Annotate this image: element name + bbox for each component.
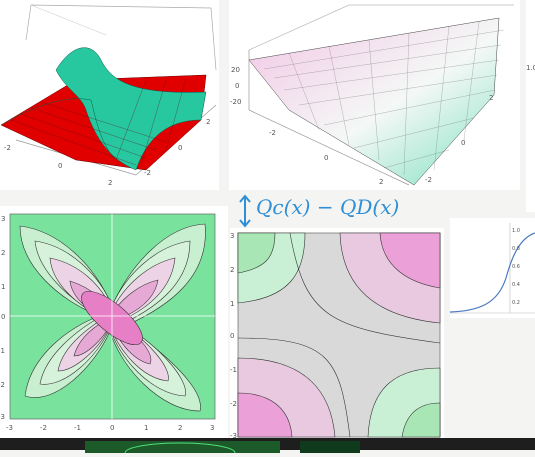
svg-text:-2: -2 xyxy=(144,169,151,177)
double-arrow-vertical-icon xyxy=(239,194,251,228)
contour-plot-right: 3 2 1 0 -1 -2 -3 xyxy=(230,228,444,440)
side-panel-curve: 1.0 0.8 0.6 0.4 0.2 xyxy=(450,218,535,318)
svg-text:2: 2 xyxy=(178,424,182,432)
svg-text:0: 0 xyxy=(178,144,182,152)
svg-text:-2: -2 xyxy=(4,144,11,152)
svg-text:-2: -2 xyxy=(230,400,237,408)
surface-b-x-ticks: -2 0 2 xyxy=(269,129,383,186)
handwritten-annotation: Qc(x) − QD(x) xyxy=(238,193,400,229)
surface-plot-left: -2 0 2 -2 0 2 xyxy=(0,0,219,190)
svg-text:0: 0 xyxy=(1,313,5,321)
contour-a-x-ticks: -3 -2 -1 0 1 2 3 xyxy=(6,424,214,432)
svg-text:2: 2 xyxy=(379,178,383,186)
svg-text:2: 2 xyxy=(230,266,234,274)
svg-text:1: 1 xyxy=(144,424,148,432)
svg-text:-3: -3 xyxy=(230,432,237,440)
svg-text:0: 0 xyxy=(110,424,114,432)
surface-a-x-ticks: -2 0 2 xyxy=(4,144,112,187)
svg-text:0.8: 0.8 xyxy=(512,246,520,252)
svg-text:3: 3 xyxy=(230,232,234,240)
surface-b-z-ticks: 20 0 -20 xyxy=(230,66,241,106)
svg-text:-3: -3 xyxy=(6,424,13,432)
svg-text:3: 3 xyxy=(1,215,5,223)
svg-text:2: 2 xyxy=(108,179,112,187)
svg-text:2: 2 xyxy=(1,249,5,257)
svg-text:-1: -1 xyxy=(74,424,81,432)
svg-text:0: 0 xyxy=(235,82,239,90)
contour-b-y-ticks: 3 2 1 0 -1 -2 -3 xyxy=(230,232,237,440)
surface-a-y-ticks: -2 0 2 xyxy=(144,118,210,177)
svg-text:2: 2 xyxy=(489,94,493,102)
svg-text:2: 2 xyxy=(206,118,210,126)
side-curve-ticks: 1.0 0.8 0.6 0.4 0.2 xyxy=(512,228,520,306)
svg-text:-2: -2 xyxy=(269,129,276,137)
svg-text:-2: -2 xyxy=(425,176,432,184)
svg-text:-3: -3 xyxy=(0,413,5,421)
svg-text:1: 1 xyxy=(1,283,5,291)
svg-text:-2: -2 xyxy=(40,424,47,432)
svg-text:0: 0 xyxy=(58,162,62,170)
svg-text:-1: -1 xyxy=(230,366,237,374)
svg-text:0.2: 0.2 xyxy=(512,300,520,306)
svg-text:0.4: 0.4 xyxy=(512,282,520,288)
svg-text:0: 0 xyxy=(230,332,234,340)
svg-text:-1: -1 xyxy=(0,347,5,355)
svg-text:0.6: 0.6 xyxy=(512,264,520,270)
bottom-strip xyxy=(0,438,535,457)
surface-b-y-ticks: -2 0 2 xyxy=(425,94,493,184)
surface-plot-right: 20 0 -20 -2 0 2 -2 0 2 xyxy=(229,0,520,190)
svg-text:0: 0 xyxy=(324,154,328,162)
svg-text:3: 3 xyxy=(210,424,214,432)
svg-text:-2: -2 xyxy=(0,381,5,389)
svg-text:1.0: 1.0 xyxy=(526,64,535,72)
contour-a-y-ticks: 3 2 1 0 -1 -2 -3 xyxy=(0,215,5,421)
annotation-formula: Qc(x) − QD(x) xyxy=(256,195,400,219)
svg-text:20: 20 xyxy=(231,66,240,74)
svg-text:0: 0 xyxy=(461,139,465,147)
svg-text:1.0: 1.0 xyxy=(512,228,520,234)
contour-plot-left: 3 2 1 0 -1 -2 -3 -3 -2 -1 0 1 2 3 xyxy=(0,206,228,438)
side-panel-top: 1.0 xyxy=(526,0,535,212)
svg-text:1: 1 xyxy=(230,300,234,308)
svg-text:-20: -20 xyxy=(230,98,241,106)
